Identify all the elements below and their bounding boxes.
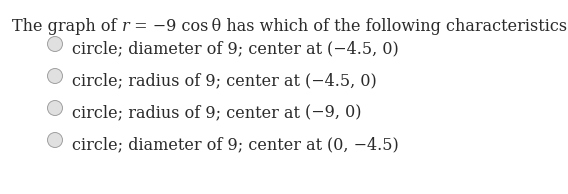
Circle shape [48,133,62,147]
Circle shape [48,68,62,83]
Text: (−9, 0): (−9, 0) [305,104,362,121]
Text: r: r [122,18,130,35]
Text: (−4.5, 0): (−4.5, 0) [327,40,399,57]
Text: circle; diameter of 9; center at: circle; diameter of 9; center at [72,136,327,153]
Text: = −9 cos θ has which of the following characteristics?: = −9 cos θ has which of the following ch… [130,18,568,35]
Text: (−4.5, 0): (−4.5, 0) [305,72,377,89]
Text: circle; radius of 9; center at: circle; radius of 9; center at [72,72,305,89]
Circle shape [48,100,62,115]
Text: circle; diameter of 9; center at: circle; diameter of 9; center at [72,40,327,57]
Text: circle; radius of 9; center at: circle; radius of 9; center at [72,104,305,121]
Text: (0, −4.5): (0, −4.5) [327,136,399,153]
Circle shape [48,36,62,51]
Text: The graph of: The graph of [12,18,122,35]
